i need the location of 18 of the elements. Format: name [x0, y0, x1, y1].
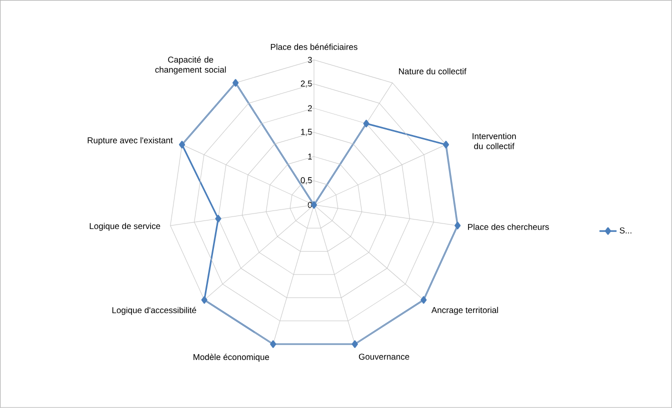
- y-tick-label: 0,5: [300, 177, 312, 184]
- y-tick-label: 2,5: [300, 80, 312, 88]
- spoke-label: Modèle économique: [194, 354, 270, 362]
- y-tick-label: 3: [308, 56, 312, 63]
- spoke-label: Capacité de changement social: [155, 56, 226, 74]
- spoke-label: Place des chercheurs: [468, 224, 549, 230]
- spoke-label: Ancrage territorial: [431, 306, 498, 315]
- spoke-label: Intervention du collectif: [472, 132, 516, 150]
- y-tick-label: 1: [308, 154, 312, 160]
- spoke-label: Logique de service: [90, 222, 160, 231]
- legend-label: S...: [620, 228, 632, 234]
- spoke-label: Rupture avec l'existant: [88, 137, 173, 146]
- spoke-label: Place des bénéficiaires: [270, 44, 358, 50]
- spoke-label: Logique d'accessibilité: [112, 306, 196, 315]
- spoke-label: Nature du collectif: [399, 68, 466, 74]
- spoke-label: Gouvernance: [358, 354, 410, 360]
- y-tick-label: 1,5: [301, 128, 312, 136]
- y-tick-label: 2: [308, 105, 312, 112]
